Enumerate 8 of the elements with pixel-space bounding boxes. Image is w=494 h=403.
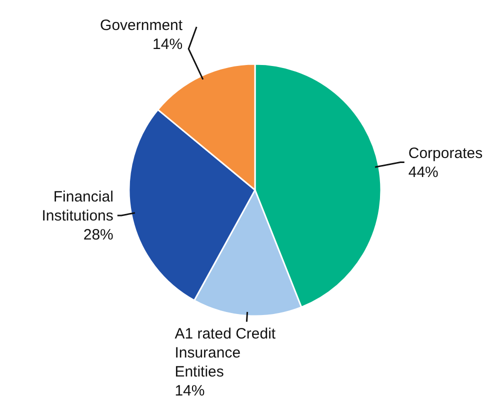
slice-label: Corporates <box>408 144 483 162</box>
data-label: 28% <box>83 226 114 244</box>
data-label: 14% <box>152 36 183 53</box>
data-label: 14% <box>174 382 205 400</box>
slice-label: A1 rated Credit Insurance Entities <box>174 326 276 381</box>
data-label: 44% <box>408 164 438 181</box>
slice-label: Government <box>100 16 184 34</box>
slice-label: Financial Institutions <box>42 188 114 224</box>
